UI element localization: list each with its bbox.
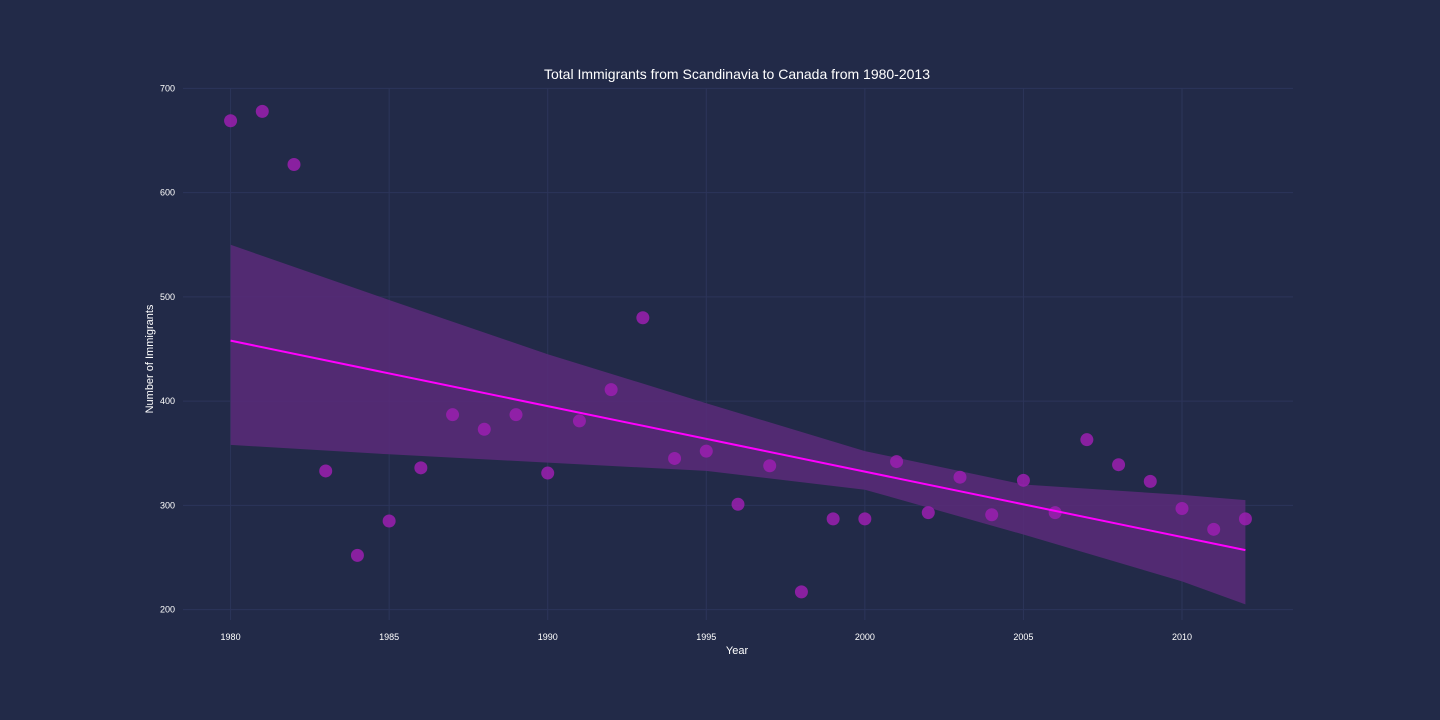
data-point bbox=[1143, 474, 1157, 488]
data-point bbox=[446, 408, 460, 422]
y-tick-label: 500 bbox=[160, 292, 175, 302]
data-point bbox=[763, 459, 777, 473]
data-point bbox=[382, 514, 396, 528]
data-point bbox=[477, 422, 491, 436]
y-axis-label: Number of Immigrants bbox=[144, 304, 156, 413]
regression-line bbox=[230, 339, 1246, 552]
data-point bbox=[319, 464, 333, 478]
data-point bbox=[1175, 501, 1189, 515]
data-point bbox=[826, 512, 840, 526]
data-point bbox=[858, 512, 872, 526]
data-point bbox=[985, 508, 999, 522]
y-tick-label: 700 bbox=[160, 83, 175, 93]
data-point bbox=[794, 585, 808, 599]
data-point bbox=[1238, 512, 1252, 526]
x-tick-label: 2000 bbox=[855, 632, 875, 642]
x-tick-label: 2010 bbox=[1172, 632, 1192, 642]
data-point bbox=[604, 383, 618, 397]
data-point bbox=[890, 455, 904, 469]
data-point bbox=[1080, 433, 1094, 447]
y-tick-label: 400 bbox=[160, 396, 175, 406]
x-tick-label: 1995 bbox=[696, 632, 716, 642]
data-point bbox=[1016, 473, 1030, 487]
data-point bbox=[287, 158, 301, 172]
x-tick-label: 1985 bbox=[379, 632, 399, 642]
x-tick-labels: 1980 1985 1990 1995 2000 2005 2010 bbox=[221, 632, 1192, 642]
chart-title: Total Immigrants from Scandinavia to Can… bbox=[544, 66, 930, 82]
data-point bbox=[414, 461, 428, 475]
data-point bbox=[636, 311, 650, 325]
points-layer bbox=[224, 104, 1252, 599]
data-point bbox=[1112, 458, 1126, 472]
y-tick-label: 600 bbox=[160, 188, 175, 198]
y-tick-labels: 200 300 400 500 600 700 bbox=[160, 83, 175, 614]
data-point bbox=[921, 506, 935, 520]
data-point bbox=[509, 408, 523, 422]
y-tick-label: 200 bbox=[160, 605, 175, 615]
data-point bbox=[1207, 522, 1221, 536]
data-point bbox=[255, 104, 269, 118]
data-point bbox=[224, 114, 238, 128]
data-point bbox=[731, 497, 745, 511]
data-point bbox=[699, 444, 713, 458]
x-tick-label: 1980 bbox=[221, 632, 241, 642]
data-point bbox=[572, 414, 586, 428]
x-axis-label: Year bbox=[726, 645, 749, 657]
y-tick-label: 300 bbox=[160, 500, 175, 510]
regression-line-layer bbox=[230, 339, 1246, 552]
x-tick-label: 1990 bbox=[538, 632, 558, 642]
data-point bbox=[350, 548, 364, 562]
data-point bbox=[541, 466, 555, 480]
x-tick-label: 2005 bbox=[1013, 632, 1033, 642]
data-point bbox=[953, 470, 967, 484]
data-point bbox=[668, 451, 682, 465]
